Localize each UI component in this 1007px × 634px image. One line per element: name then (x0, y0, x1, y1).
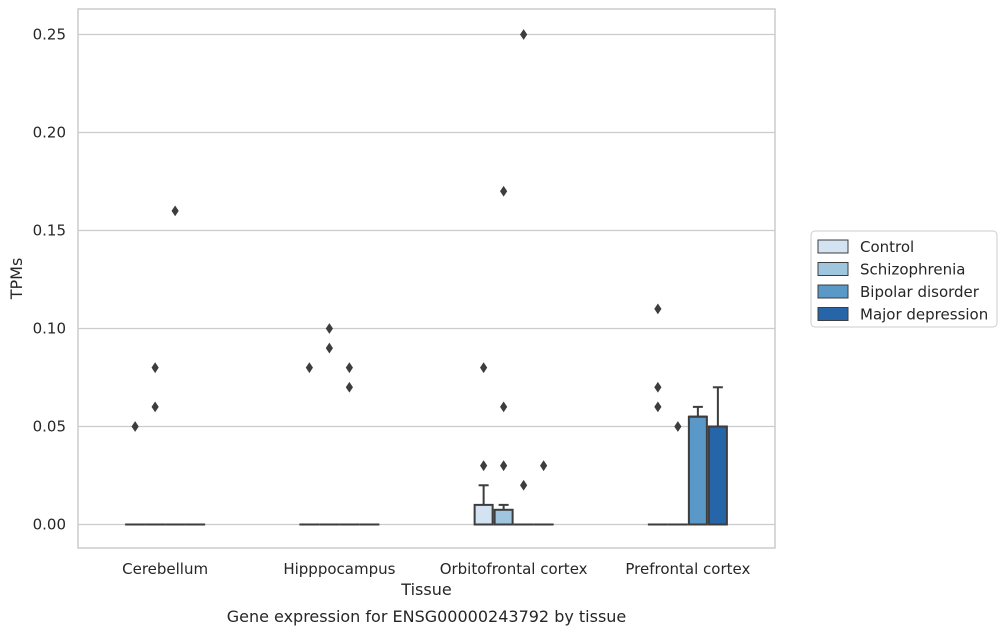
outlier-point (480, 460, 488, 472)
outlier-point (131, 421, 139, 432)
outlier-point (674, 421, 682, 432)
box-rect (707, 425, 728, 526)
outlier-point (500, 460, 508, 472)
legend-entry-label: Control (860, 238, 914, 256)
x-tick-label: Prefrontal cortex (625, 560, 750, 578)
y-tick-label: 0.20 (33, 123, 66, 141)
x-tick-label: Cerebellum (122, 560, 208, 578)
outlier-point (654, 381, 662, 393)
box-0-2 (473, 362, 494, 526)
legend-swatch (817, 262, 849, 276)
box-series (125, 29, 728, 526)
x-axis-title: Tissue (400, 580, 451, 599)
y-tick-label: 0.05 (33, 417, 66, 435)
legend-entry-label: Major depression (860, 306, 988, 324)
box-3-3 (707, 386, 728, 526)
box-rect (493, 508, 514, 526)
x-tick-label: Orbitofrontal cortex (440, 560, 588, 578)
legend-entry-label: Bipolar disorder (860, 283, 980, 301)
chart-caption: Gene expression for ENSG00000243792 by t… (227, 607, 627, 626)
x-axis-tick-labels: Cerebellum Hipppocampus Orbitofrontal cort… (122, 560, 750, 578)
gridlines (78, 33, 775, 526)
y-tick-label: 0.10 (33, 319, 66, 337)
box-2-1 (339, 362, 360, 526)
legend-frame (810, 230, 998, 328)
legend-entry-label: Schizophrenia (860, 261, 965, 279)
outlier-point (345, 381, 353, 393)
y-tick-label: 0.15 (33, 221, 66, 239)
y-axis-title: TPMs (7, 258, 26, 301)
box-0-3 (647, 303, 668, 526)
box-1-1 (319, 323, 340, 526)
plot-area-frame (77, 8, 776, 549)
outlier-point (305, 362, 313, 374)
y-tick-label: 0.00 (33, 515, 66, 533)
box-1-2 (493, 185, 514, 526)
outlier-point (151, 362, 159, 374)
outlier-point (151, 401, 159, 413)
outlier-point (171, 205, 179, 217)
y-tick-label: 0.25 (33, 25, 66, 43)
box-3-2 (533, 460, 554, 526)
legend-swatch (817, 307, 849, 321)
x-tick-label: Hipppocampus (283, 560, 395, 578)
outlier-point (500, 185, 508, 197)
outlier-point (325, 323, 333, 334)
outlier-point (500, 401, 508, 413)
box-2-0 (165, 205, 186, 526)
outlier-point (654, 303, 662, 315)
outlier-point (345, 362, 353, 374)
outlier-point (325, 342, 333, 354)
box-2-3 (687, 405, 708, 526)
box-1-0 (145, 362, 166, 526)
outlier-point (654, 401, 662, 413)
outlier-point (520, 479, 528, 491)
box-2-2 (513, 29, 534, 526)
box-rect (473, 503, 494, 526)
outlier-point (540, 460, 548, 472)
box-rect (687, 415, 708, 526)
legend-swatch (817, 239, 849, 254)
legend: Control Schizophrenia Bipolar disorder Majo… (810, 230, 998, 328)
legend-swatch (817, 284, 849, 299)
outlier-point (520, 29, 528, 40)
box-1-3 (667, 421, 688, 526)
box-0-0 (125, 421, 146, 526)
outlier-point (480, 362, 488, 374)
y-axis-tick-labels: 0.00 0.05 0.10 0.15 0.20 0.25 (33, 25, 66, 533)
box-0-1 (299, 362, 320, 526)
